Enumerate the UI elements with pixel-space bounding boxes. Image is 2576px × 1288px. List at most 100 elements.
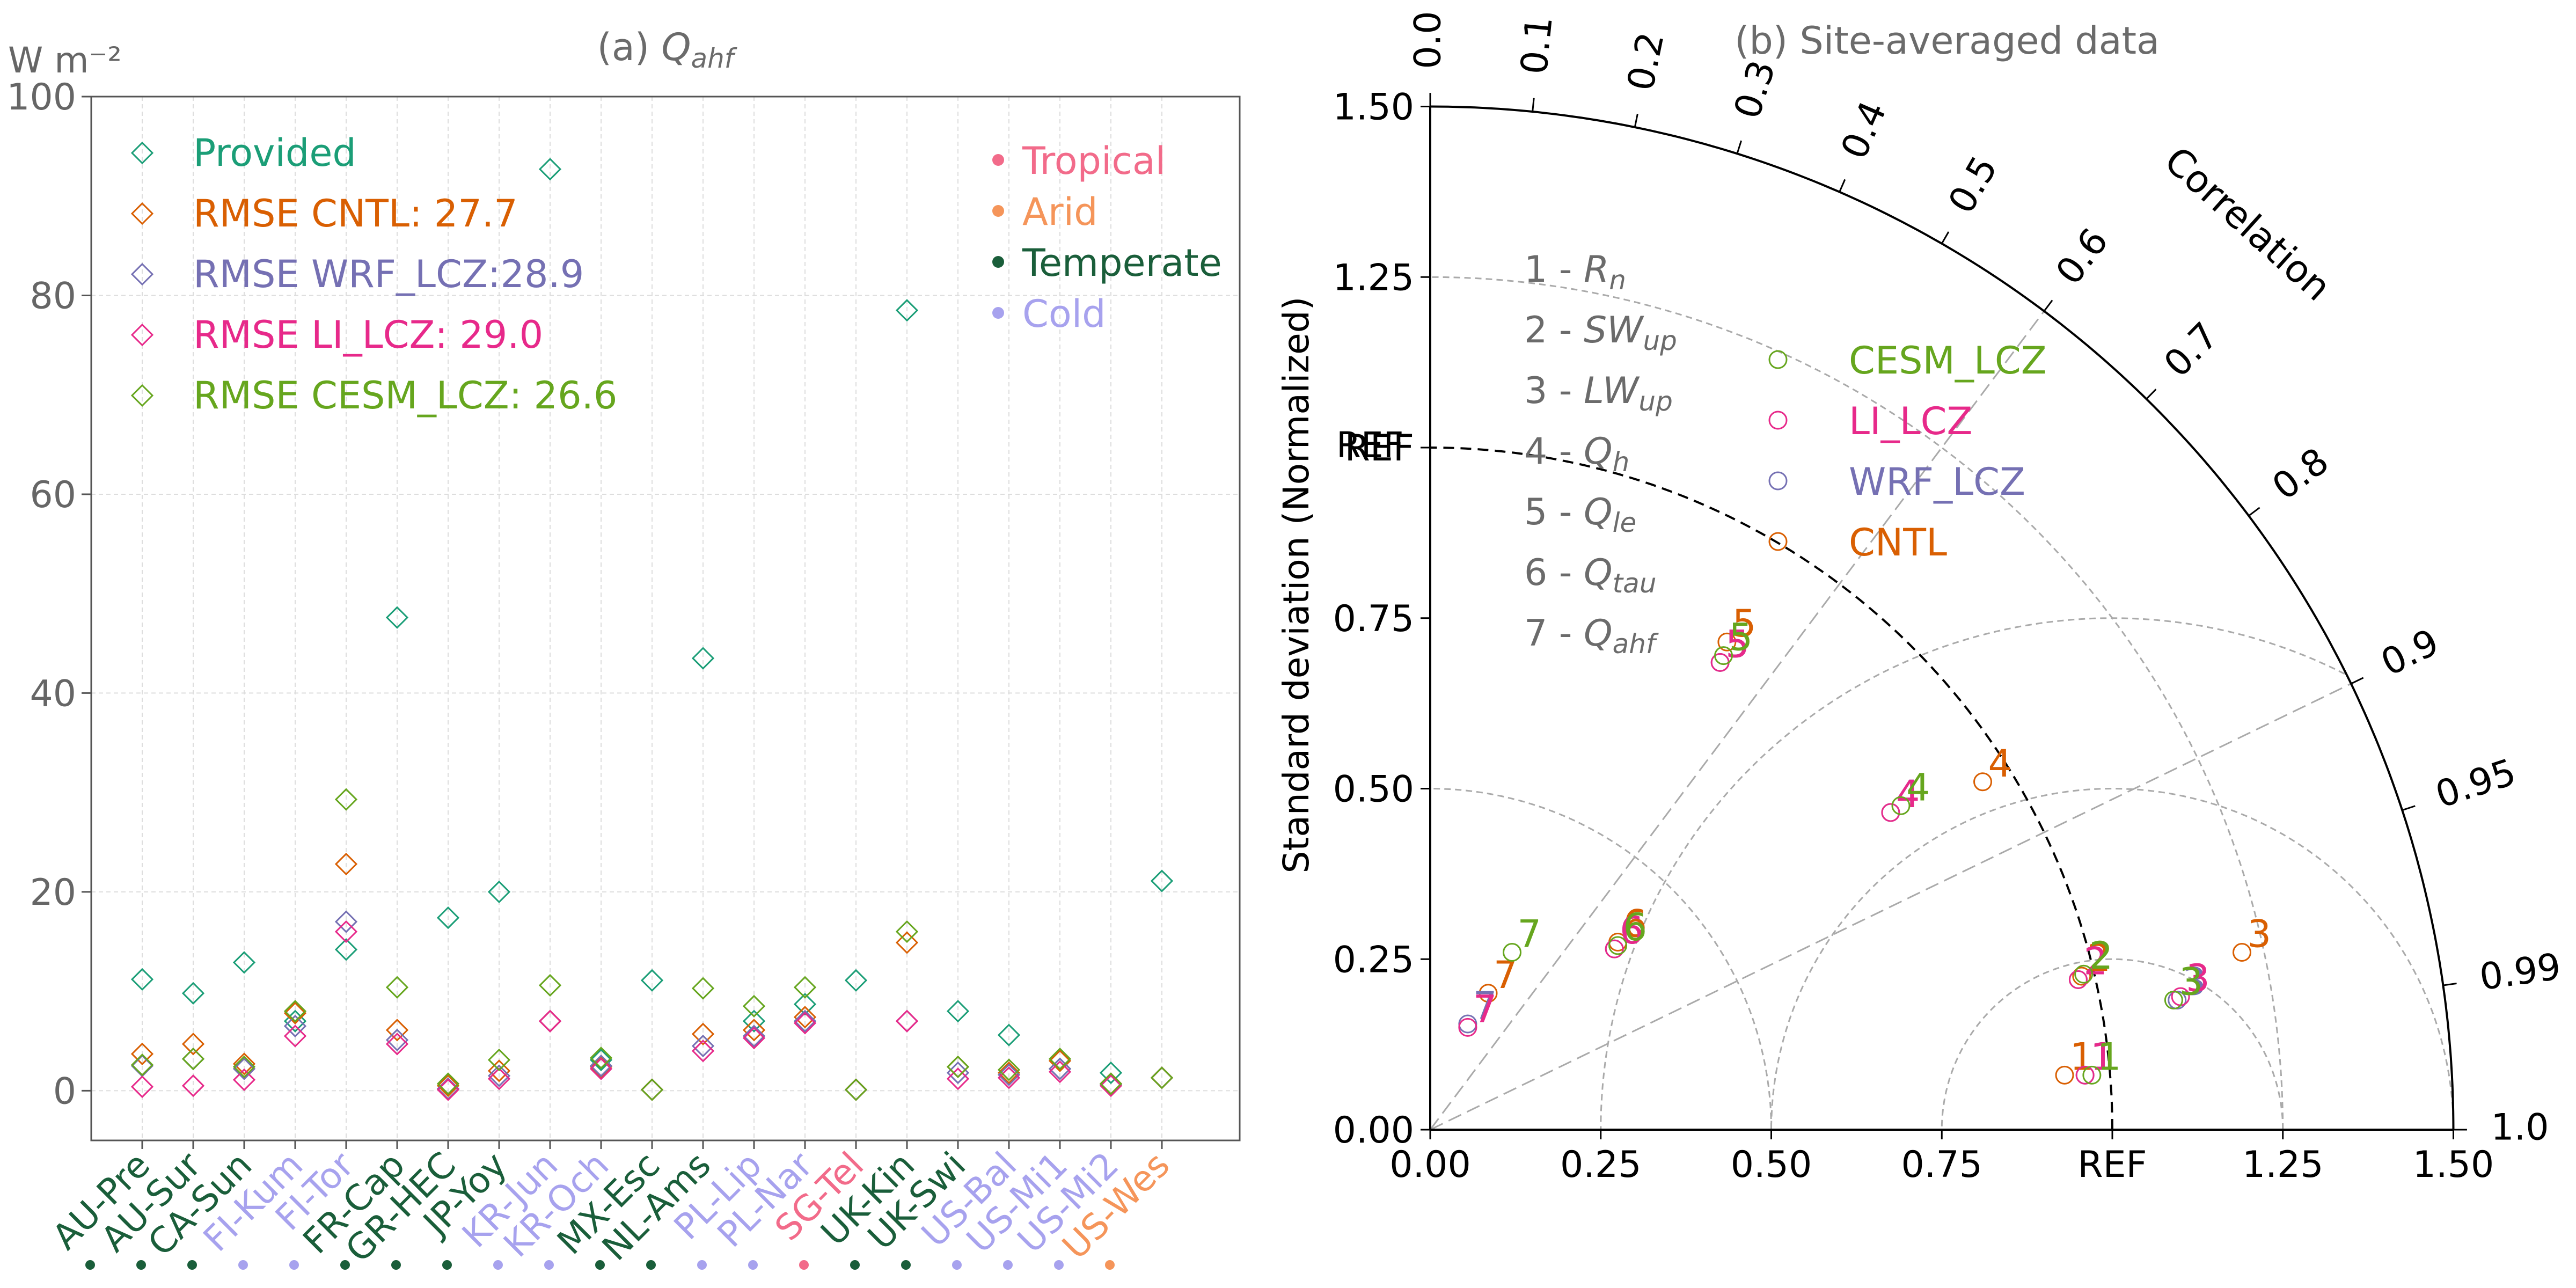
- variable-num: 3: [1524, 370, 1547, 412]
- marker-cntl: [283, 1001, 307, 1025]
- variable-key-4: 4 - Qh: [1524, 430, 1629, 478]
- marker-cesm_lcz: [640, 1078, 664, 1101]
- correlation-tick-label: 0.0: [1407, 11, 1450, 69]
- climate-dot-temperate: [391, 1260, 401, 1270]
- climate-dot-temperate: [340, 1260, 350, 1270]
- legend-label-provided: Provided: [193, 131, 356, 175]
- taylor-point-label-cesm_lcz: 1: [2097, 1035, 2121, 1079]
- taylor-point-label-wrf_lcz: 7: [1473, 984, 1497, 1028]
- marker-wrf_lcz: [997, 1063, 1021, 1086]
- marker-cntl: [895, 931, 919, 954]
- taylor-legend-label-cntl: CNTL: [1849, 521, 1947, 565]
- variable-symbol: Q: [1584, 430, 1613, 473]
- climate-dot-arid: [1105, 1260, 1115, 1270]
- taylor-point-label-cesm_lcz: 7: [1518, 912, 1542, 956]
- marker-cesm_lcz: [1099, 1072, 1123, 1095]
- y-tick-label: 20: [30, 872, 76, 914]
- y-tick-label: 80: [30, 275, 76, 317]
- variable-separator: -: [1547, 612, 1584, 655]
- climate-legend-dot-temperate: [992, 256, 1004, 268]
- taylor-point-label-wrf_lcz: 3: [2183, 960, 2207, 1004]
- ref-arc: [1430, 447, 2113, 1130]
- x-tick-label: 0.00: [1389, 1144, 1470, 1186]
- marker-provided: [844, 969, 868, 992]
- correlation-tick-label: 0.6: [2048, 221, 2117, 292]
- marker-wrf_lcz: [385, 1028, 409, 1052]
- climate-dot-cold: [493, 1260, 503, 1270]
- marker-provided: [997, 1023, 1021, 1046]
- taylor-point-label-li_lcz: 7: [1473, 987, 1497, 1031]
- taylor-point-label-cesm_lcz: 6: [1623, 905, 1648, 949]
- marker-provided: [640, 969, 664, 992]
- taylor-point-label-wrf_lcz: 6: [1620, 909, 1644, 953]
- legend-marker-cntl: [130, 202, 154, 225]
- variable-symbol: Q: [1584, 491, 1613, 533]
- x-tick-label: 0.25: [1560, 1144, 1641, 1186]
- variable-sub: h: [1613, 447, 1630, 478]
- correlation-tick-label: 0.5: [1941, 149, 2007, 221]
- correlation-tick: [1532, 98, 1535, 112]
- taylor-point-label-li_lcz: 4: [1896, 772, 1920, 816]
- taylor-point-label-wrf_lcz: 2: [2083, 939, 2107, 983]
- marker-provided: [895, 299, 919, 322]
- taylor-point-cesm_lcz: [1608, 936, 1628, 955]
- correlation-tick-label: 0.99: [2477, 946, 2564, 999]
- taylor-point-label-cntl: 3: [2247, 912, 2271, 956]
- marker-wrf_lcz: [334, 910, 358, 933]
- correlation-tick-label: 0.95: [2431, 751, 2521, 816]
- correlation-tick-label: 0.9: [2375, 621, 2446, 684]
- variable-symbol: Q: [1584, 612, 1613, 655]
- marker-li_lcz: [1048, 1060, 1072, 1084]
- variable-num: 1: [1524, 248, 1547, 291]
- taylor-point-cntl: [1973, 772, 1993, 792]
- legend-marker-provided: [130, 141, 154, 165]
- taylor-point-label-cesm_lcz: 2: [2089, 934, 2113, 978]
- variable-key-2: 2 - SWup: [1524, 309, 1677, 356]
- correlation-tick-label: 0.2: [1620, 29, 1673, 94]
- y-tick-label: 60: [30, 474, 76, 516]
- marker-cesm_lcz: [538, 974, 562, 997]
- x-tick-label: 1.50: [2413, 1144, 2494, 1186]
- rms-circle: [1600, 617, 2345, 1130]
- variable-key-7: 7 - Qahf: [1524, 612, 1659, 660]
- y-tick-label: 0.75: [1333, 598, 1414, 640]
- marker-li_lcz: [538, 1009, 562, 1033]
- marker-wrf_lcz: [487, 1064, 511, 1087]
- taylor-point-cesm_lcz: [1891, 796, 1911, 815]
- variable-key-3: 3 - LWup: [1524, 370, 1673, 417]
- marker-cesm_lcz: [283, 1000, 307, 1023]
- marker-provided: [334, 938, 358, 961]
- correlation-tick-label: 0.8: [2265, 440, 2337, 509]
- marker-wrf_lcz: [283, 1014, 307, 1038]
- y-tick-label: 0: [53, 1070, 76, 1113]
- marker-provided: [589, 1048, 613, 1072]
- x-tick-label: 0.75: [1901, 1144, 1982, 1186]
- legend-marker-li_lcz: [130, 323, 154, 347]
- panel-b-title: (b) Site-averaged data: [1735, 19, 2160, 63]
- marker-provided: [130, 968, 154, 991]
- climate-dot-temperate: [901, 1260, 911, 1270]
- marker-wrf_lcz: [1048, 1057, 1072, 1080]
- marker-wrf_lcz: [742, 1024, 766, 1048]
- marker-cntl: [232, 1052, 256, 1075]
- marker-li_lcz: [793, 1012, 817, 1035]
- marker-cntl: [436, 1074, 460, 1097]
- marker-li_lcz: [691, 1040, 715, 1063]
- variable-symbol: LW: [1584, 370, 1640, 412]
- marker-wrf_lcz: [946, 1061, 970, 1085]
- marker-provided: [793, 993, 817, 1016]
- taylor-point-cntl: [2055, 1065, 2074, 1085]
- correlation-tick-label: 0.3: [1726, 55, 1784, 123]
- variable-key-5: 5 - Qle: [1524, 491, 1636, 538]
- variable-num: 4: [1524, 430, 1547, 473]
- variable-separator: -: [1547, 491, 1584, 533]
- marker-cesm_lcz: [436, 1072, 460, 1095]
- y-tick-label: 1.50: [1333, 86, 1414, 129]
- taylor-point-label-wrf_lcz: 5: [1725, 622, 1750, 666]
- taylor-point-li_lcz: [2075, 1065, 2095, 1085]
- climate-legend-dot-arid: [992, 205, 1004, 217]
- marker-provided: [1150, 869, 1174, 892]
- x-tick-label: 0.50: [1731, 1144, 1812, 1186]
- marker-cesm_lcz: [130, 1053, 154, 1077]
- panel-b-taylor-diagram: 0.00 0.25 0.50 0.75 REF 1.25 1.500.000.250.500…: [1276, 11, 2564, 1186]
